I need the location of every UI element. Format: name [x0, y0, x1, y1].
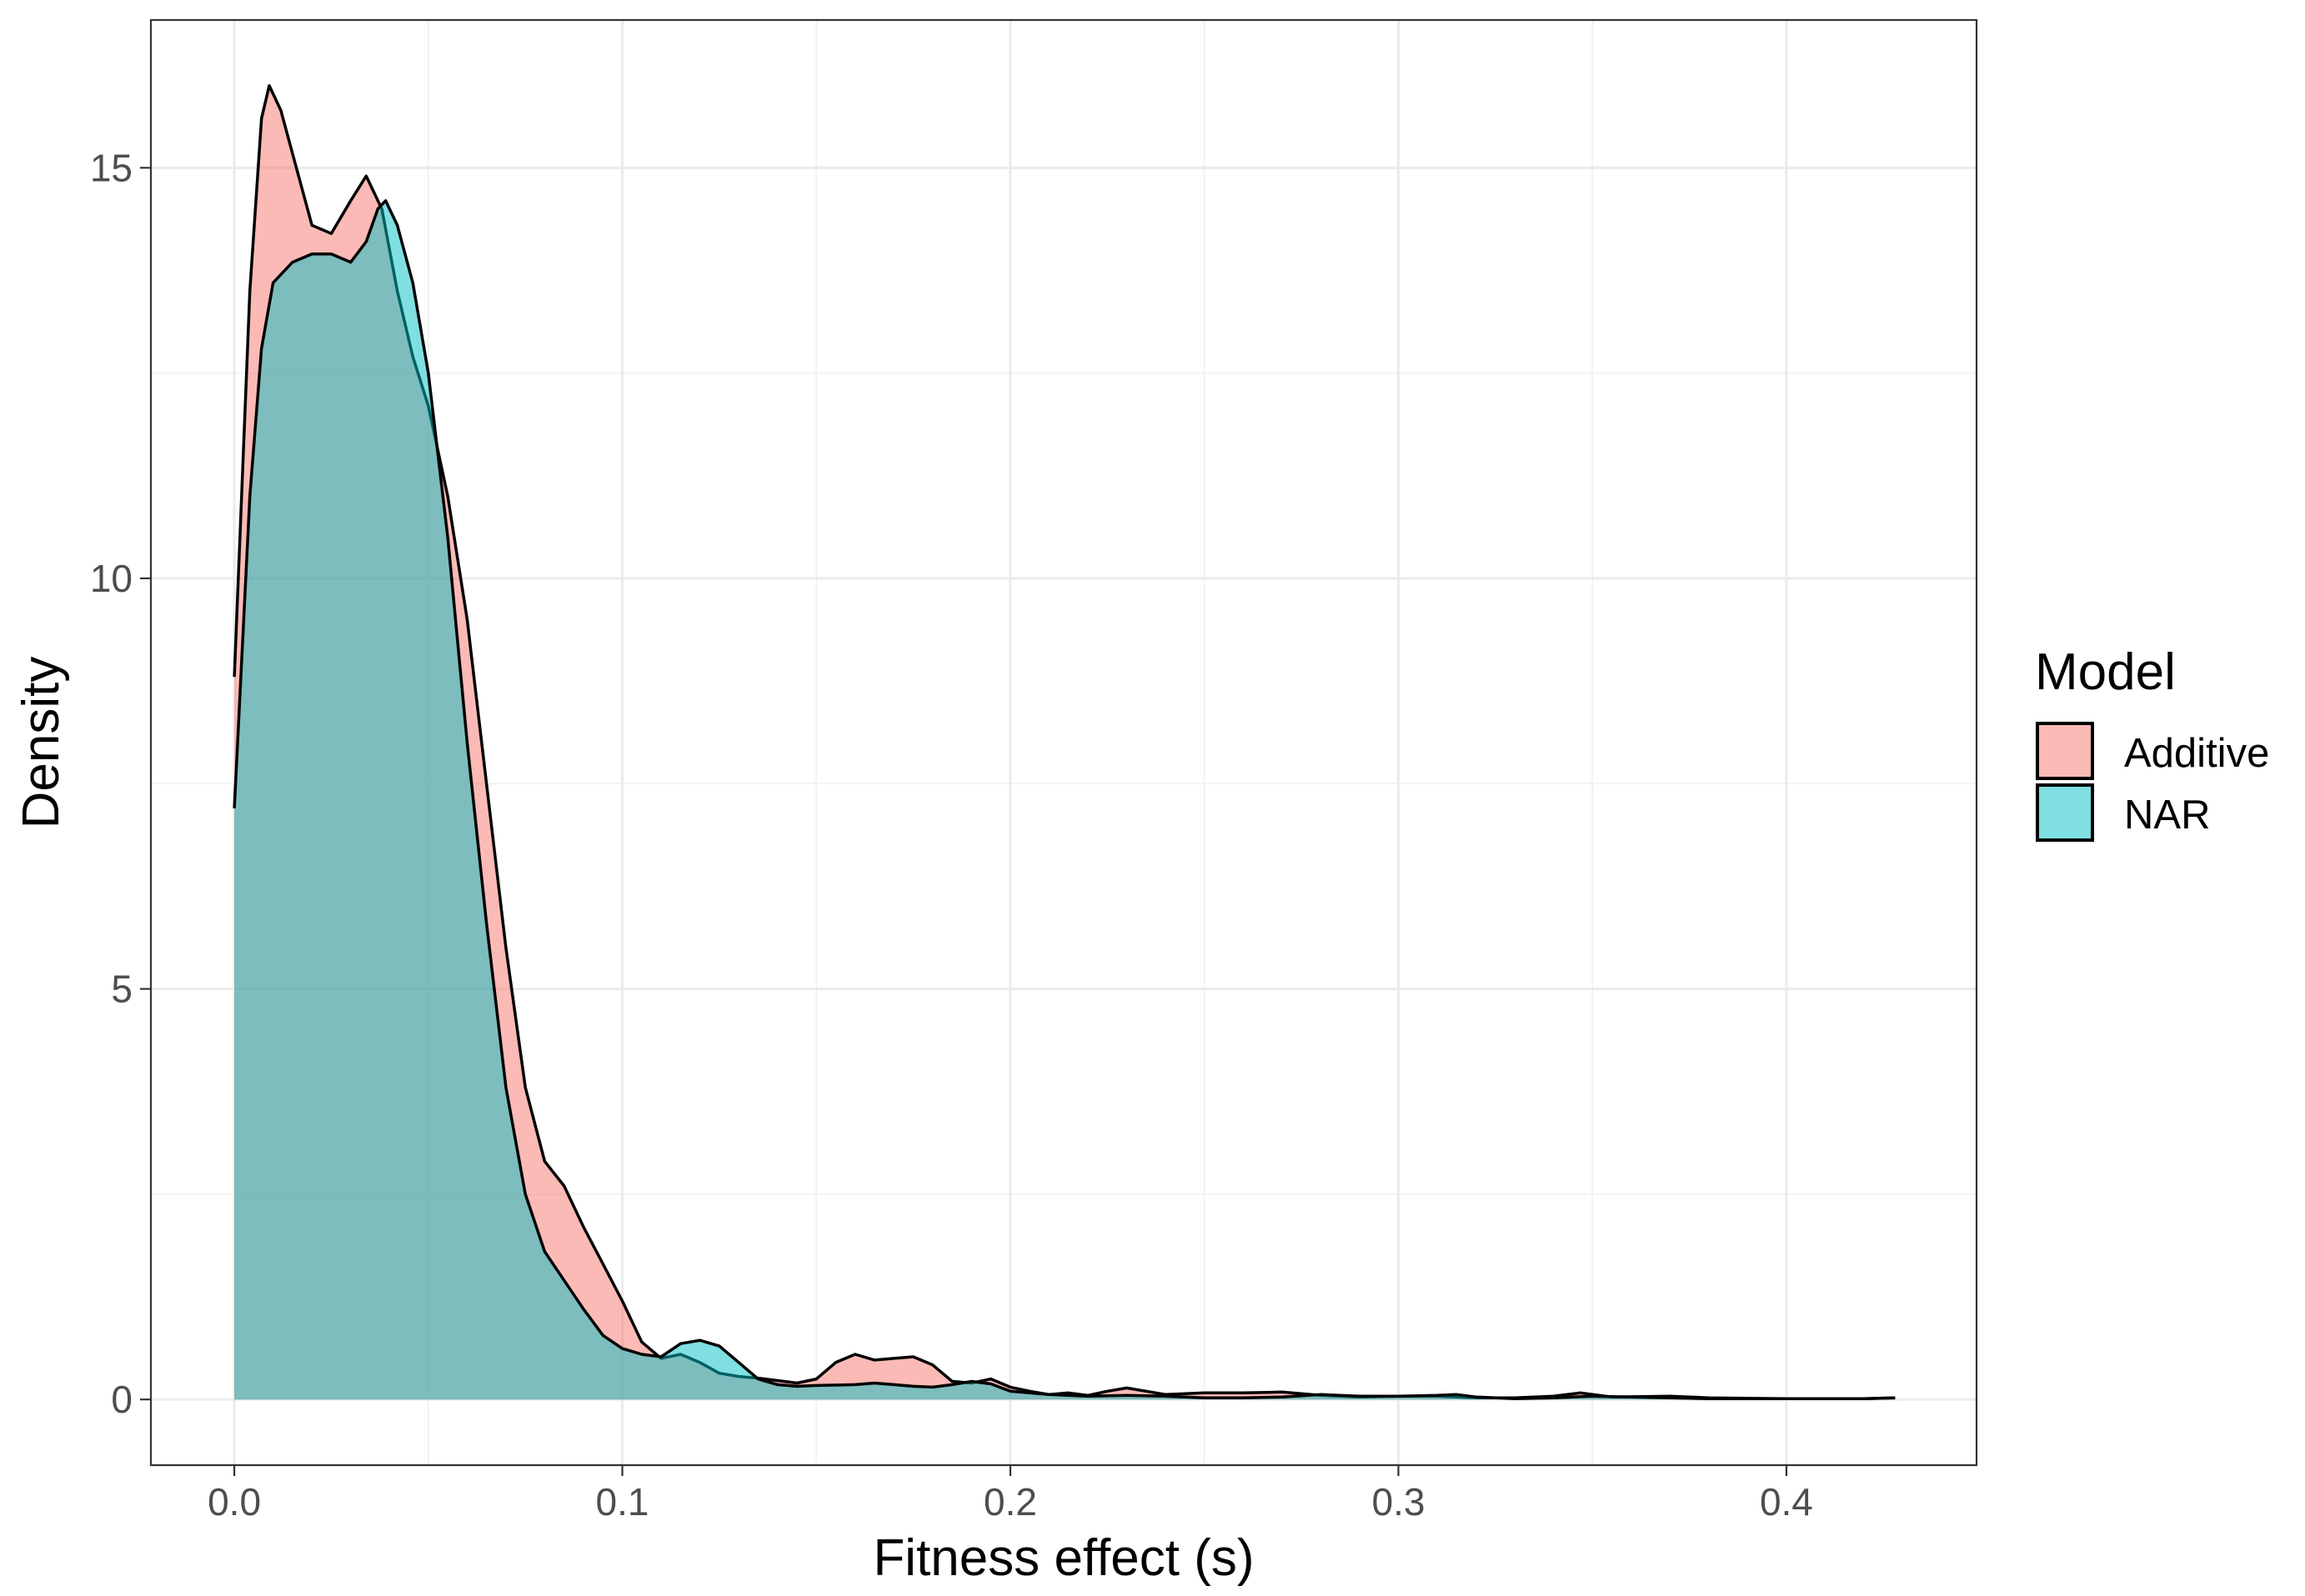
density-line-nar [233, 199, 1896, 1400]
density-area-nar [234, 200, 1896, 1400]
x-tick-label: 0.0 [208, 1480, 261, 1523]
legend: Model Additive NAR [2035, 643, 2269, 842]
y-tick-label: 0 [111, 1378, 133, 1421]
x-tick-label: 0.2 [984, 1480, 1037, 1523]
x-tick-label: 0.4 [1760, 1480, 1813, 1523]
legend-label-additive: Additive [2124, 731, 2269, 776]
density-areas [233, 84, 1896, 1400]
x-tick-label: 0.3 [1371, 1480, 1425, 1523]
x-axis: 0.0 0.1 0.2 0.3 0.4 [208, 1465, 1813, 1523]
legend-label-nar: NAR [2124, 793, 2210, 838]
legend-title: Model [2035, 643, 2176, 701]
y-tick-label: 10 [90, 557, 133, 600]
y-axis-title: Density [13, 657, 70, 829]
x-axis-title: Fitness effect (s) [873, 1529, 1254, 1587]
legend-key-additive [2036, 722, 2094, 780]
y-axis: 0 5 10 15 [90, 146, 151, 1421]
y-tick-label: 5 [111, 968, 133, 1011]
legend-key-nar [2036, 783, 2094, 842]
y-tick-label: 15 [90, 146, 133, 189]
x-tick-label: 0.1 [596, 1480, 649, 1523]
plot-border [149, 18, 1978, 1467]
